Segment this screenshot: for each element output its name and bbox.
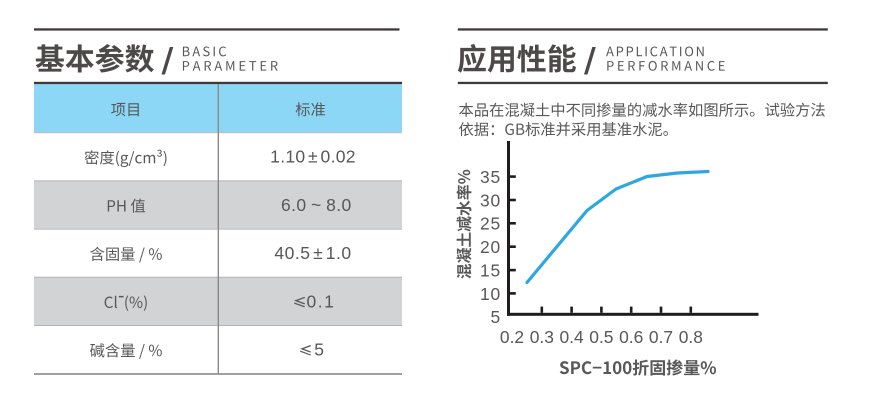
svg-text:0.8: 0.8: [679, 327, 703, 347]
svg-text:40.5±1.0: 40.5 ±1.0: [274, 243, 351, 263]
svg-text:20: 20: [480, 237, 501, 257]
svg-text:0.4: 0.4: [560, 327, 585, 347]
svg-text:0.5: 0.5: [589, 327, 613, 347]
svg-text:5: 5: [491, 307, 501, 327]
svg-text:15: 15: [480, 260, 501, 280]
svg-text:6.0~8.0: 6.0 ~8.0: [281, 195, 352, 215]
svg-text:0.2: 0.2: [500, 327, 524, 347]
svg-text:25: 25: [480, 214, 501, 234]
svg-text:30: 30: [480, 190, 501, 210]
svg-text:10: 10: [480, 284, 501, 304]
svg-text:35: 35: [480, 167, 501, 187]
svg-text:5: 5: [314, 340, 324, 360]
svg-text:0.6: 0.6: [619, 327, 643, 347]
svg-text:0.7: 0.7: [649, 327, 673, 347]
svg-text:0.1: 0.1: [307, 291, 336, 311]
svg-text:0.3: 0.3: [530, 327, 554, 347]
svg-text:1.10±0.02: 1.10 ±0.02: [270, 147, 356, 167]
